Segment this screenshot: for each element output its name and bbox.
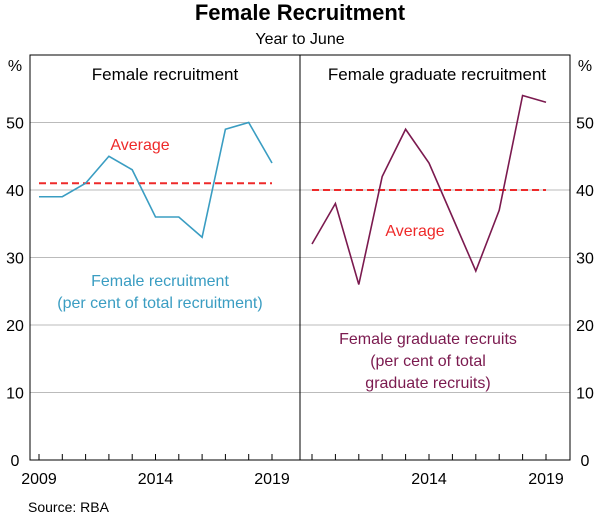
- left-series-label-1: Female recruitment: [91, 273, 229, 290]
- y-tick-label-left: 50: [6, 116, 24, 133]
- left-series-label-2: (per cent of total recruitment): [57, 295, 262, 312]
- x-tick-label: 2019: [528, 471, 564, 488]
- source-note: Source: RBA: [28, 499, 110, 515]
- right-series-label-3: graduate recruits): [365, 375, 490, 392]
- right-series-label-1: Female graduate recruits: [339, 331, 517, 348]
- chart-subtitle: Year to June: [255, 31, 344, 48]
- x-tick-label: 2014: [411, 471, 447, 488]
- right-average-label: Average: [385, 223, 444, 240]
- y-tick-label-left: 20: [6, 318, 24, 335]
- y-tick-label-left: 30: [6, 251, 24, 268]
- right-panel-title: Female graduate recruitment: [328, 65, 547, 84]
- y-tick-label-right: 20: [576, 318, 594, 335]
- y-tick-label-right: 30: [576, 251, 594, 268]
- y-tick-label-right: 40: [576, 183, 594, 200]
- y-tick-label-right: 10: [576, 386, 594, 403]
- right-series-label-2: (per cent of total: [370, 353, 486, 370]
- y-unit-right: %: [578, 58, 592, 75]
- y-tick-label-right: 0: [581, 453, 590, 470]
- x-tick-label: 2009: [21, 471, 57, 488]
- y-tick-label-right: 50: [576, 116, 594, 133]
- y-tick-label-left: 10: [6, 386, 24, 403]
- x-tick-label: 2019: [254, 471, 290, 488]
- y-unit-left: %: [8, 58, 22, 75]
- y-tick-label-left: 40: [6, 183, 24, 200]
- y-tick-label-left: 0: [11, 453, 20, 470]
- left-panel-title: Female recruitment: [92, 65, 239, 84]
- chart-title: Female Recruitment: [195, 0, 406, 25]
- left-average-label: Average: [110, 137, 169, 154]
- x-tick-label: 2014: [138, 471, 174, 488]
